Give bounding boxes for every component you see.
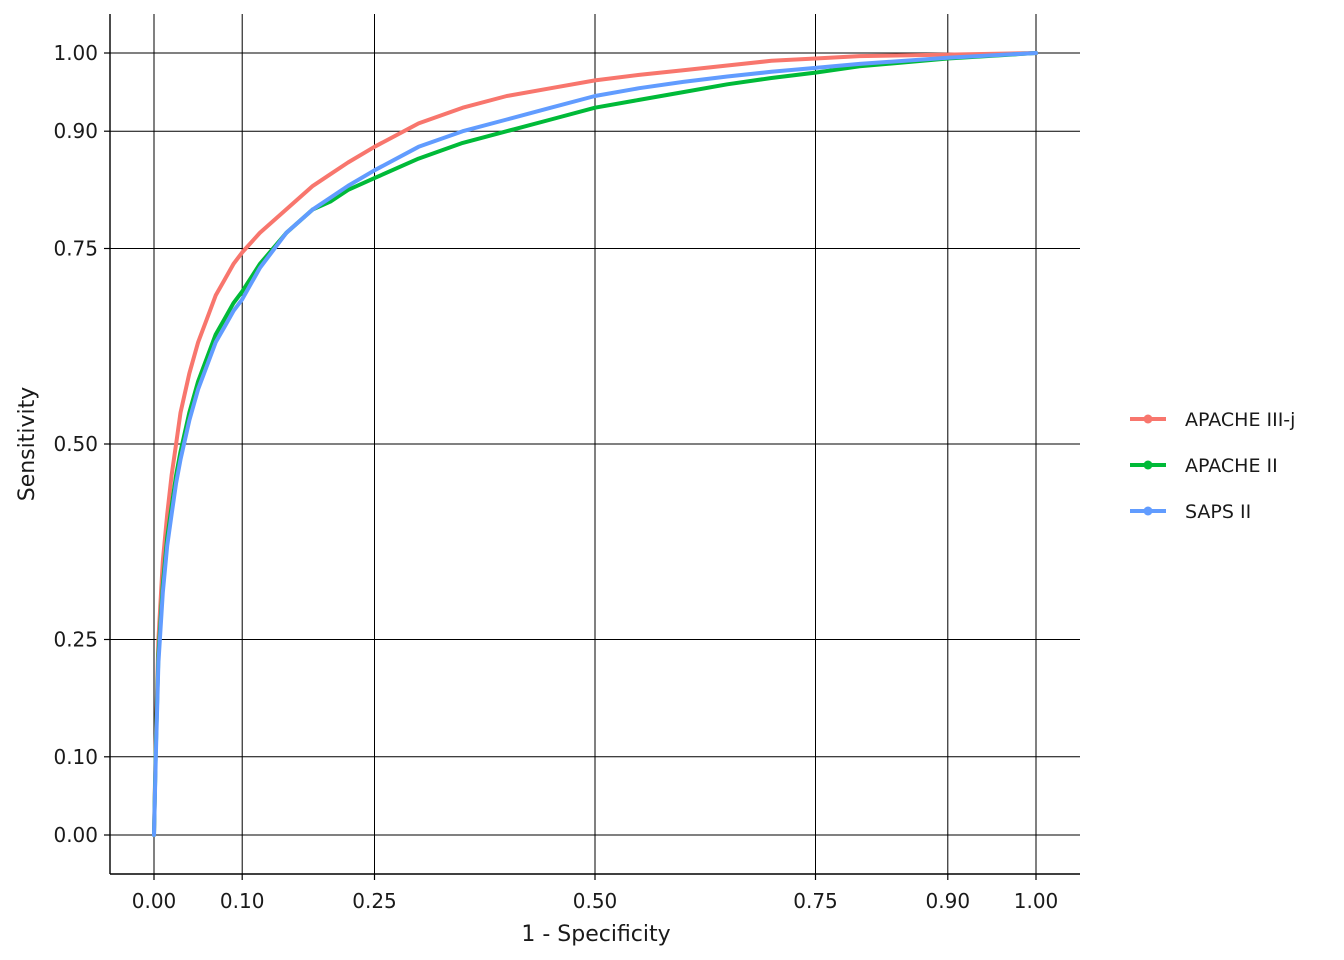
y-tick-label: 0.90 — [53, 119, 98, 143]
series-layer — [152, 51, 1038, 837]
legend-marker-saps-ii — [1143, 506, 1153, 516]
x-tick-label: 0.50 — [573, 889, 618, 913]
y-tick-label: 0.00 — [53, 823, 98, 847]
x-tick-label: 0.75 — [793, 889, 838, 913]
legend: APACHE III-j APACHE II SAPS II — [1130, 409, 1295, 523]
legend-label-saps-ii: SAPS II — [1185, 501, 1251, 523]
series-line-saps-ii — [152, 51, 1038, 837]
x-tick-label: 0.00 — [132, 889, 177, 913]
y-tick-label: 0.10 — [53, 745, 98, 769]
legend-label-apache-iii-j: APACHE III-j — [1185, 409, 1295, 431]
legend-marker-apache-iii-j — [1143, 414, 1153, 424]
x-axis-title: 1 - Specificity — [521, 922, 670, 947]
x-tick-label: 1.00 — [1014, 889, 1059, 913]
x-tick-label: 0.90 — [926, 889, 971, 913]
x-tick-label: 0.25 — [352, 889, 397, 913]
legend-label-apache-ii: APACHE II — [1185, 455, 1278, 477]
y-tick-label: 0.75 — [53, 237, 98, 261]
series-line-apache-iii-j — [152, 51, 1038, 837]
y-axis-title: Sensitivity — [15, 387, 40, 502]
grid-layer — [110, 14, 1080, 874]
y-tick-label: 0.50 — [53, 432, 98, 456]
axis-layer — [104, 14, 1080, 880]
y-tick-labels: 0.00 0.10 0.25 0.50 0.75 0.90 1.00 — [53, 41, 98, 847]
y-tick-label: 0.25 — [53, 628, 98, 652]
y-tick-label: 1.00 — [53, 41, 98, 65]
x-tick-label: 0.10 — [220, 889, 265, 913]
x-tick-labels: 0.00 0.10 0.25 0.50 0.75 0.90 1.00 — [132, 889, 1059, 913]
legend-marker-apache-ii — [1143, 460, 1153, 470]
